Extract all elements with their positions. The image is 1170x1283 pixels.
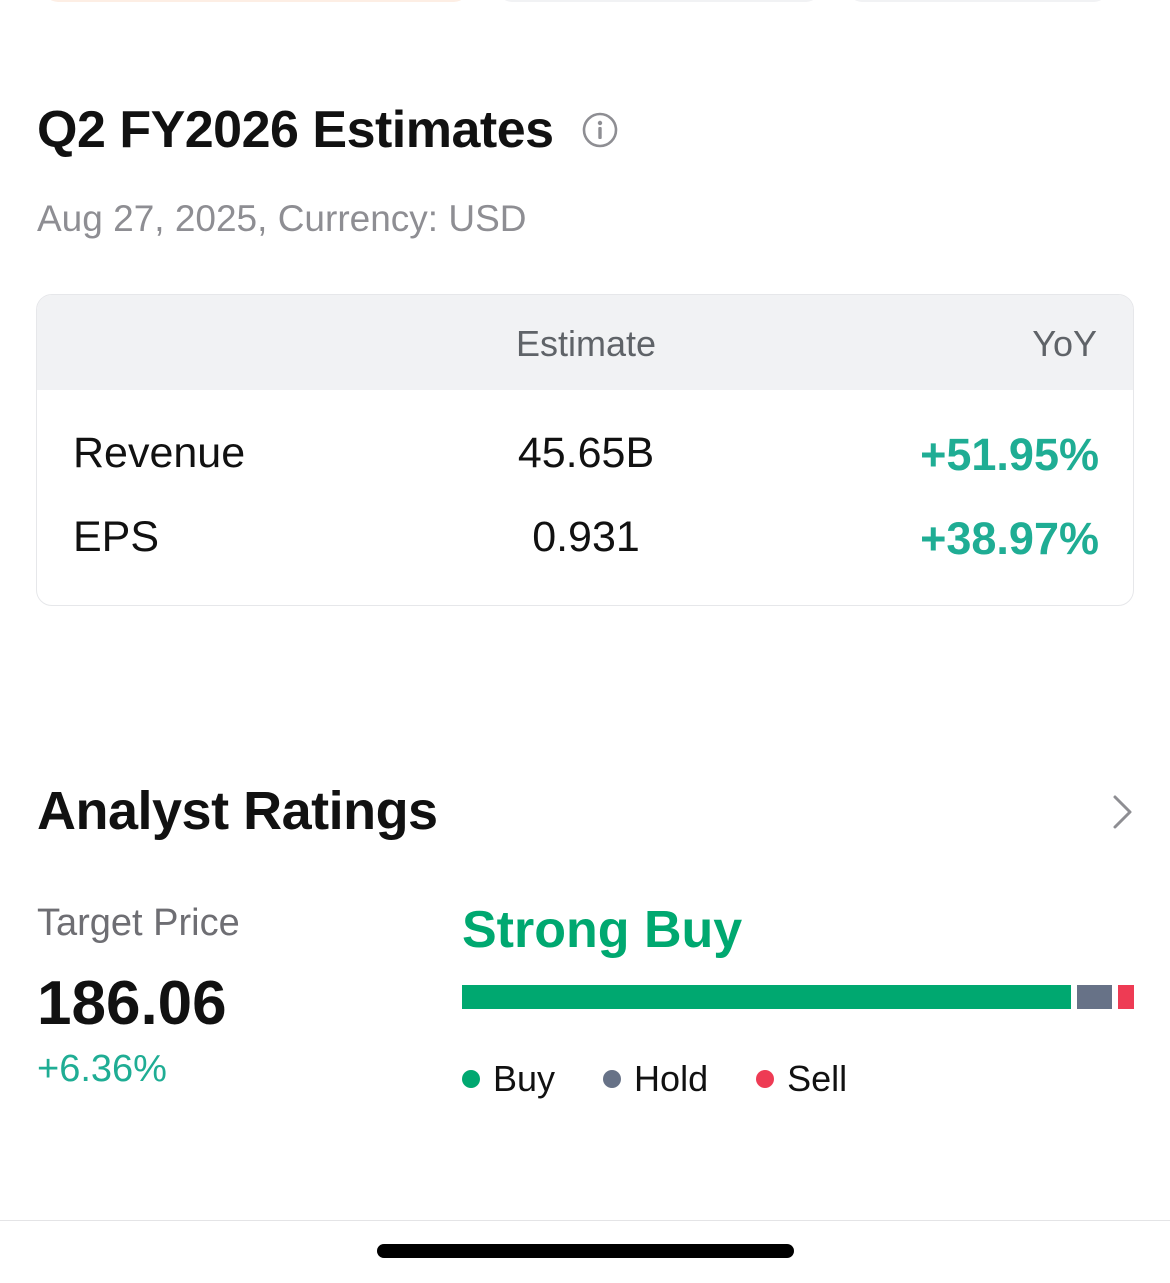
row-label: EPS (73, 513, 160, 561)
table-row: Revenue 45.65B +51.95% (37, 429, 1133, 489)
table-header: Estimate YoY (37, 295, 1133, 390)
sell-dot-icon (756, 1070, 775, 1088)
estimates-table: Estimate YoY Revenue 45.65B +51.95% EPS … (36, 294, 1134, 606)
legend-label: Sell (787, 1058, 848, 1099)
estimates-subtitle: Aug 27, 2025, Currency: USD (37, 198, 527, 239)
analyst-ratings-title[interactable]: Analyst Ratings (37, 781, 438, 841)
rating-legend: Buy Hold Sell (462, 1058, 895, 1100)
sell-segment (1117, 985, 1134, 1009)
target-price-label: Target Price (37, 902, 240, 944)
hold-dot-icon (603, 1070, 622, 1088)
row-estimate: 45.65B (517, 429, 655, 477)
chevron-right-icon[interactable] (1106, 792, 1136, 832)
top-tabs (36, 0, 1110, 2)
estimates-title: Q2 FY2026 Estimates (37, 101, 554, 159)
table-row: EPS 0.931 +38.97% (37, 513, 1133, 573)
target-price-value: 186.06 (37, 969, 227, 1038)
column-header-yoy: YoY (1032, 323, 1097, 364)
target-price-change: +6.36% (37, 1048, 167, 1090)
row-label: Revenue (73, 429, 246, 477)
hold-segment (1076, 985, 1112, 1009)
legend-item-hold: Hold (603, 1058, 708, 1100)
row-yoy: +38.97% (920, 513, 1099, 564)
estimates-header: Q2 FY2026 Estimates (37, 100, 618, 160)
consensus-rating: Strong Buy (462, 901, 743, 959)
buy-dot-icon (462, 1070, 480, 1088)
column-header-estimate: Estimate (515, 323, 657, 364)
top-tab[interactable] (848, 0, 1108, 2)
bottom-divider (0, 1220, 1170, 1221)
legend-item-buy: Buy (462, 1058, 555, 1100)
rating-distribution-bar (462, 985, 1134, 1009)
row-estimate: 0.931 (532, 513, 640, 561)
info-circle-icon[interactable] (582, 112, 618, 148)
row-yoy: +51.95% (920, 429, 1099, 480)
legend-label: Buy (493, 1058, 556, 1099)
home-indicator[interactable] (377, 1244, 794, 1258)
top-tab[interactable] (498, 0, 820, 2)
buy-segment (462, 985, 1071, 1009)
legend-label: Hold (634, 1058, 709, 1099)
legend-item-sell: Sell (756, 1058, 847, 1100)
top-tab[interactable] (44, 0, 468, 2)
